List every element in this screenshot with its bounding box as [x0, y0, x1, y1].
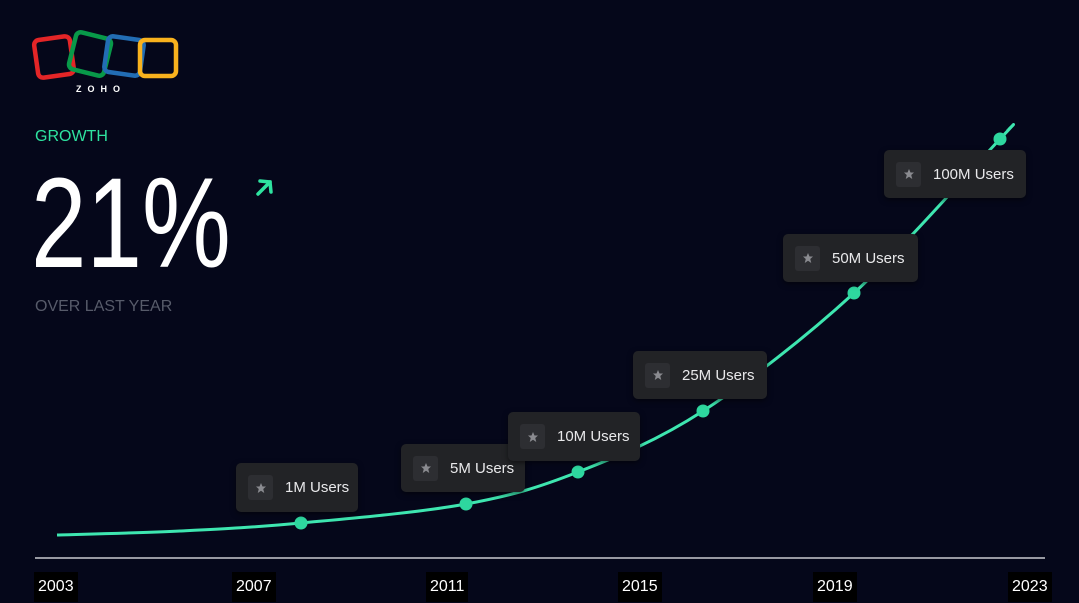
- milestone-dot: [294, 516, 308, 530]
- milestone-card: 1M Users: [236, 463, 358, 512]
- star-icon: [795, 245, 820, 271]
- star-icon: [520, 424, 545, 449]
- up-arrow: [256, 179, 273, 196]
- growth-label: GROWTH: [35, 128, 108, 145]
- year-label: 2011: [426, 572, 469, 602]
- milestone-card: 25M Users: [633, 351, 767, 399]
- growth-value: 21%: [31, 152, 231, 295]
- milestone-dots: [294, 132, 1007, 530]
- year-label: 2003: [34, 572, 78, 602]
- milestone-card: 50M Users: [783, 234, 918, 282]
- milestone-dot: [571, 465, 585, 479]
- growth-caption: OVER LAST YEAR: [35, 298, 173, 315]
- milestone-label: 10M Users: [557, 428, 630, 445]
- milestone-card: 10M Users: [508, 412, 640, 461]
- logo-text: ZOHO: [76, 84, 126, 94]
- milestone-label: 1M Users: [285, 479, 350, 496]
- star-icon: [645, 362, 670, 388]
- milestone-label: 5M Users: [450, 459, 515, 477]
- logo-mark: [31, 30, 179, 80]
- milestone-label: 50M Users: [832, 249, 905, 267]
- year-label: 2019: [813, 572, 857, 602]
- year-label: 2007: [232, 572, 276, 602]
- milestone-dot: [993, 132, 1007, 146]
- milestone-dot: [696, 404, 710, 418]
- year-label: 2023: [1008, 572, 1052, 602]
- star-icon: [248, 475, 273, 500]
- star-icon: [413, 455, 438, 481]
- milestone-card: 100M Users: [884, 150, 1026, 198]
- milestone-dot: [847, 286, 861, 300]
- milestone-label: 100M Users: [933, 165, 1014, 183]
- milestone-card: 5M Users: [401, 444, 525, 492]
- milestone-label: 25M Users: [682, 366, 755, 384]
- milestone-dot: [459, 497, 473, 511]
- star-icon: [896, 161, 921, 187]
- year-label: 2015: [618, 572, 662, 602]
